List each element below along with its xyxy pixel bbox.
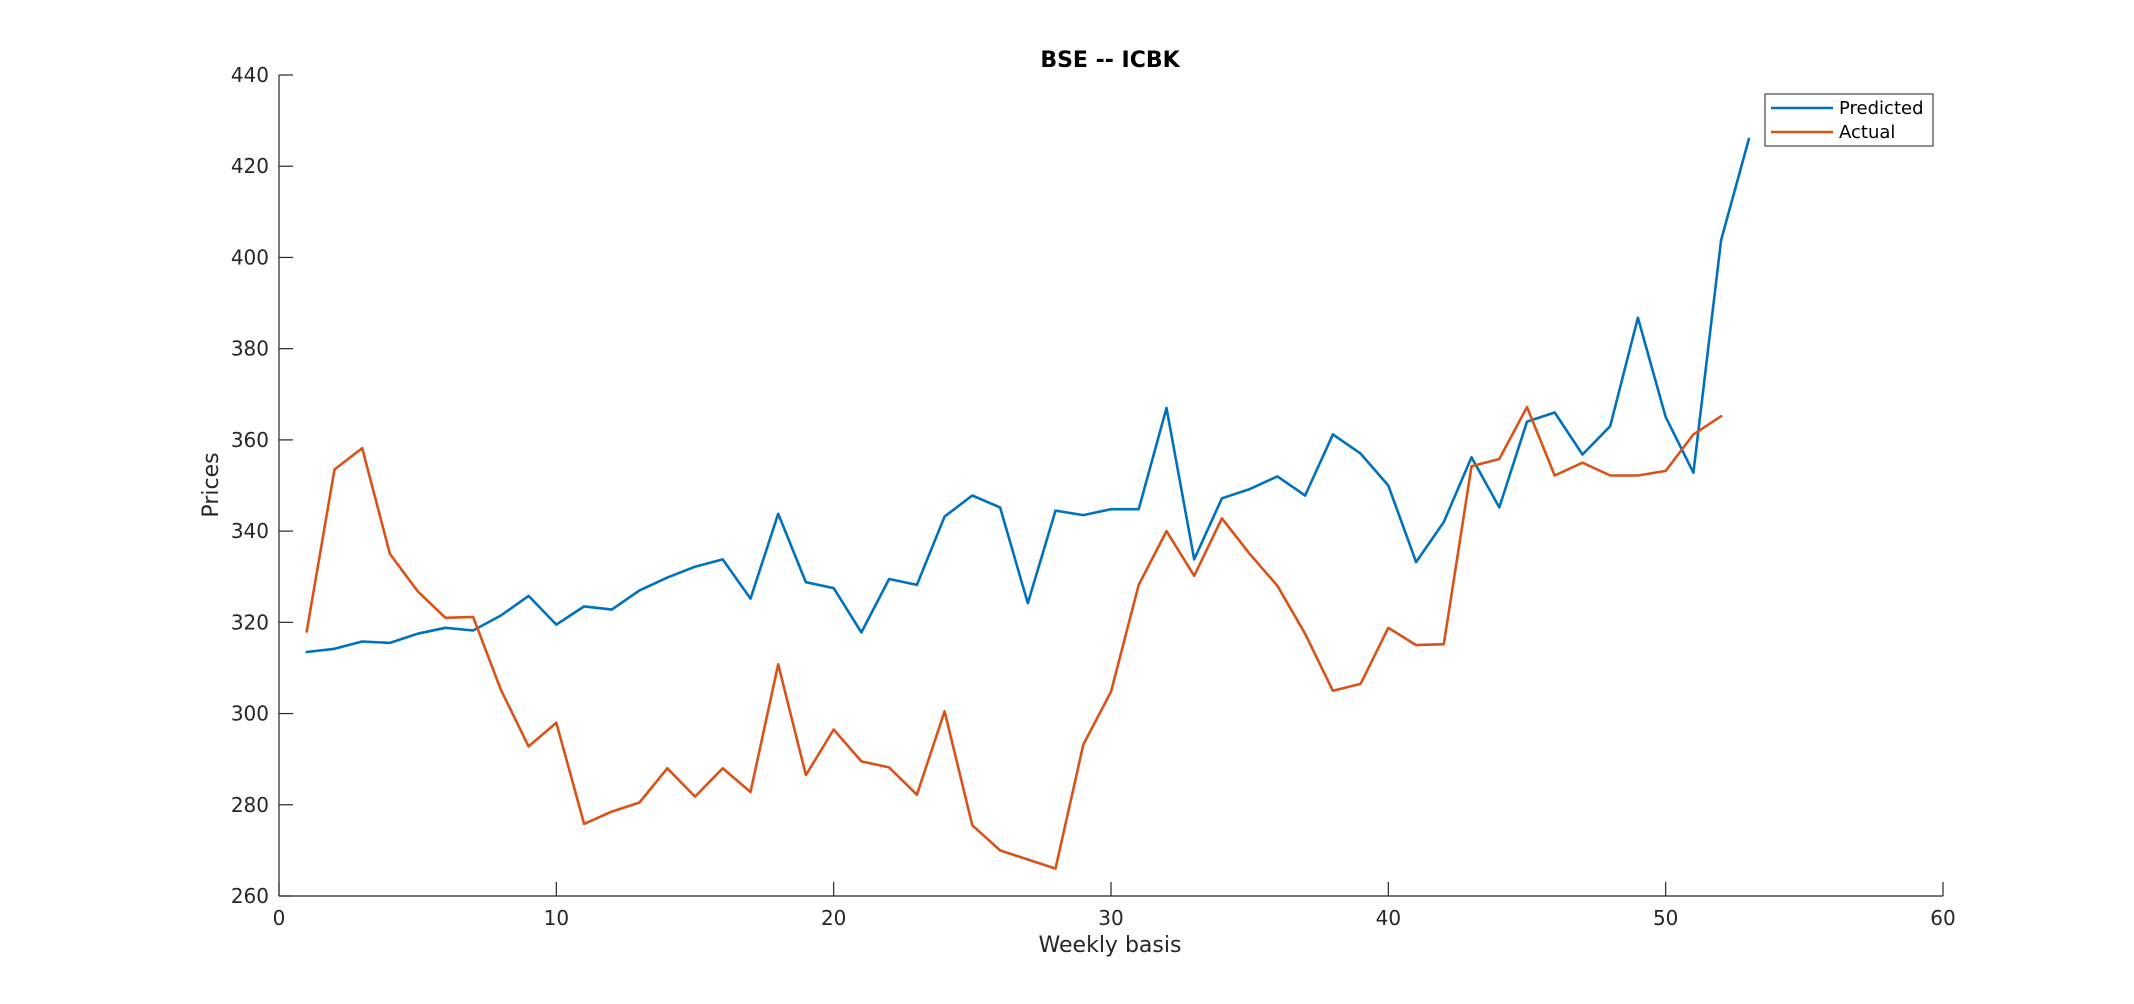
series-group <box>305 137 1751 870</box>
y-tick-label: 340 <box>231 519 269 543</box>
axes: 0 10 20 30 40 50 60 260 280 300 320 340 360 380 400 420… <box>231 63 1956 930</box>
y-tick-label: 300 <box>231 702 269 726</box>
x-tick-label: 50 <box>1653 906 1678 930</box>
legend-label: Actual <box>1839 122 1895 143</box>
x-tick-label: 10 <box>544 906 569 930</box>
x-tick-label: 40 <box>1376 906 1401 930</box>
y-tick-label: 380 <box>231 337 269 361</box>
series-line-predicted <box>305 137 1751 654</box>
x-tick-label: 0 <box>273 906 286 930</box>
y-tick-label: 400 <box>231 245 269 269</box>
y-tick-label: 280 <box>231 793 269 817</box>
chart-title: BSE -- ICBK <box>1040 48 1180 73</box>
y-tick-label: 260 <box>231 884 269 908</box>
y-axis-label: Prices <box>199 452 224 517</box>
y-tick-label: 440 <box>231 63 269 87</box>
x-tick-label: 30 <box>1098 906 1123 930</box>
legend-box <box>1764 93 1934 147</box>
y-tick-label: 360 <box>231 428 269 452</box>
series-line-actual <box>305 405 1723 870</box>
x-tick-label: 20 <box>821 906 846 930</box>
legend-label: Predicted <box>1839 98 1924 119</box>
x-axis-label: Weekly basis <box>1039 933 1182 958</box>
legend: Predicted Actual <box>1764 93 1934 147</box>
y-tick-label: 420 <box>231 154 269 178</box>
x-tick-label: 60 <box>1930 906 1955 930</box>
y-tick-label: 320 <box>231 610 269 634</box>
